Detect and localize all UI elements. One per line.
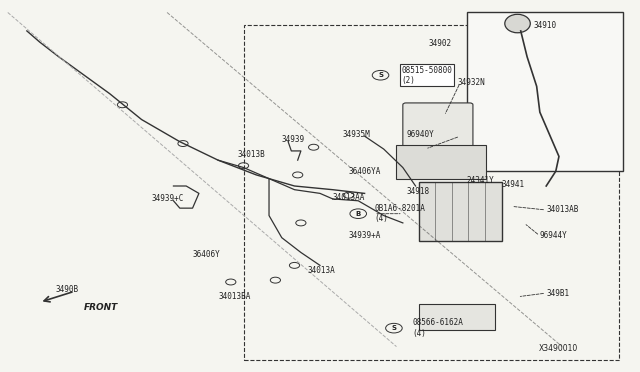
Bar <box>419 304 495 330</box>
Ellipse shape <box>505 14 531 33</box>
Text: 34013BA: 34013BA <box>218 292 250 301</box>
Text: 34902: 34902 <box>428 39 451 48</box>
Text: 96944Y: 96944Y <box>540 231 568 240</box>
Text: 34013B: 34013B <box>237 150 265 159</box>
Text: 36406Y: 36406Y <box>193 250 220 259</box>
Text: 34939: 34939 <box>282 135 305 144</box>
Text: S: S <box>392 325 396 331</box>
Text: 34939+C: 34939+C <box>151 195 184 203</box>
Bar <box>396 145 486 179</box>
Text: 3490B: 3490B <box>56 285 79 294</box>
Text: 34013AA: 34013AA <box>333 193 365 202</box>
Text: S: S <box>378 72 383 78</box>
Text: B: B <box>356 211 361 217</box>
Text: 34013AB: 34013AB <box>546 205 579 215</box>
Text: 34910: 34910 <box>534 21 557 30</box>
Text: 24341Y: 24341Y <box>467 176 494 185</box>
Text: 34941: 34941 <box>502 180 525 189</box>
FancyBboxPatch shape <box>403 103 473 151</box>
Bar <box>467 13 623 171</box>
Bar <box>244 25 620 359</box>
Bar <box>419 182 502 241</box>
Text: 36406YA: 36406YA <box>349 167 381 176</box>
Text: 34918: 34918 <box>406 187 429 196</box>
Text: 96940Y: 96940Y <box>406 130 434 139</box>
Text: X3490010: X3490010 <box>539 344 578 353</box>
Text: FRONT: FRONT <box>84 303 118 312</box>
Text: 349B1: 349B1 <box>546 289 570 298</box>
Text: 0B1A6-8201A
(4): 0B1A6-8201A (4) <box>374 204 425 224</box>
Text: 34939+A: 34939+A <box>349 231 381 240</box>
Text: 08515-50800
(2): 08515-50800 (2) <box>399 65 451 85</box>
Text: 34935M: 34935M <box>342 130 370 139</box>
Text: 08566-6162A
(4): 08566-6162A (4) <box>412 318 463 338</box>
Text: 08515-50800
(2): 08515-50800 (2) <box>401 65 452 85</box>
Text: 34932N: 34932N <box>457 78 484 87</box>
Text: 34013A: 34013A <box>307 266 335 275</box>
